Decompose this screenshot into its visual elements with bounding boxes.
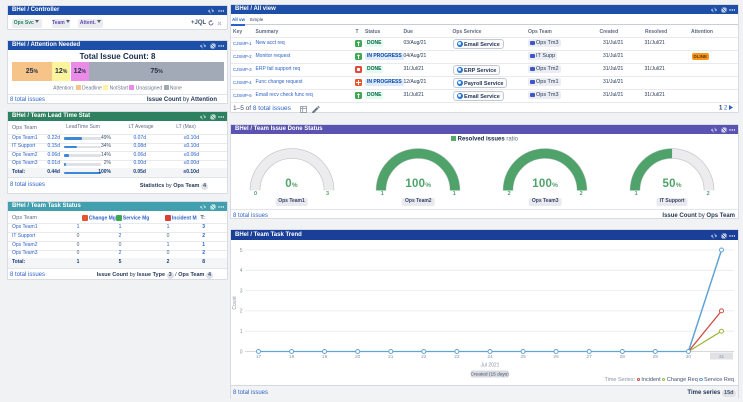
svg-text:21: 21 xyxy=(388,354,394,360)
svg-text:22: 22 xyxy=(421,354,427,360)
svg-text:27: 27 xyxy=(587,354,593,360)
svg-text:31: 31 xyxy=(719,354,725,360)
svg-text:4: 4 xyxy=(240,268,243,274)
svg-text:0: 0 xyxy=(240,349,243,355)
svg-text:Jul 2021: Jul 2021 xyxy=(481,363,500,369)
svg-text:23: 23 xyxy=(454,354,460,360)
svg-text:17: 17 xyxy=(256,354,262,360)
svg-text:Created (15 days): Created (15 days) xyxy=(470,372,509,378)
svg-text:18: 18 xyxy=(289,354,295,360)
svg-text:3: 3 xyxy=(240,288,243,294)
svg-text:30: 30 xyxy=(686,354,692,360)
svg-text:5: 5 xyxy=(240,248,243,254)
svg-text:24: 24 xyxy=(487,354,493,360)
svg-text:29: 29 xyxy=(653,354,659,360)
svg-text:26: 26 xyxy=(553,354,559,360)
svg-text:19: 19 xyxy=(322,354,328,360)
svg-text:2: 2 xyxy=(240,309,243,315)
svg-text:1: 1 xyxy=(240,329,243,335)
svg-text:20: 20 xyxy=(355,354,361,360)
svg-text:Count: Count xyxy=(232,296,238,310)
svg-text:25: 25 xyxy=(520,354,526,360)
svg-text:28: 28 xyxy=(620,354,626,360)
